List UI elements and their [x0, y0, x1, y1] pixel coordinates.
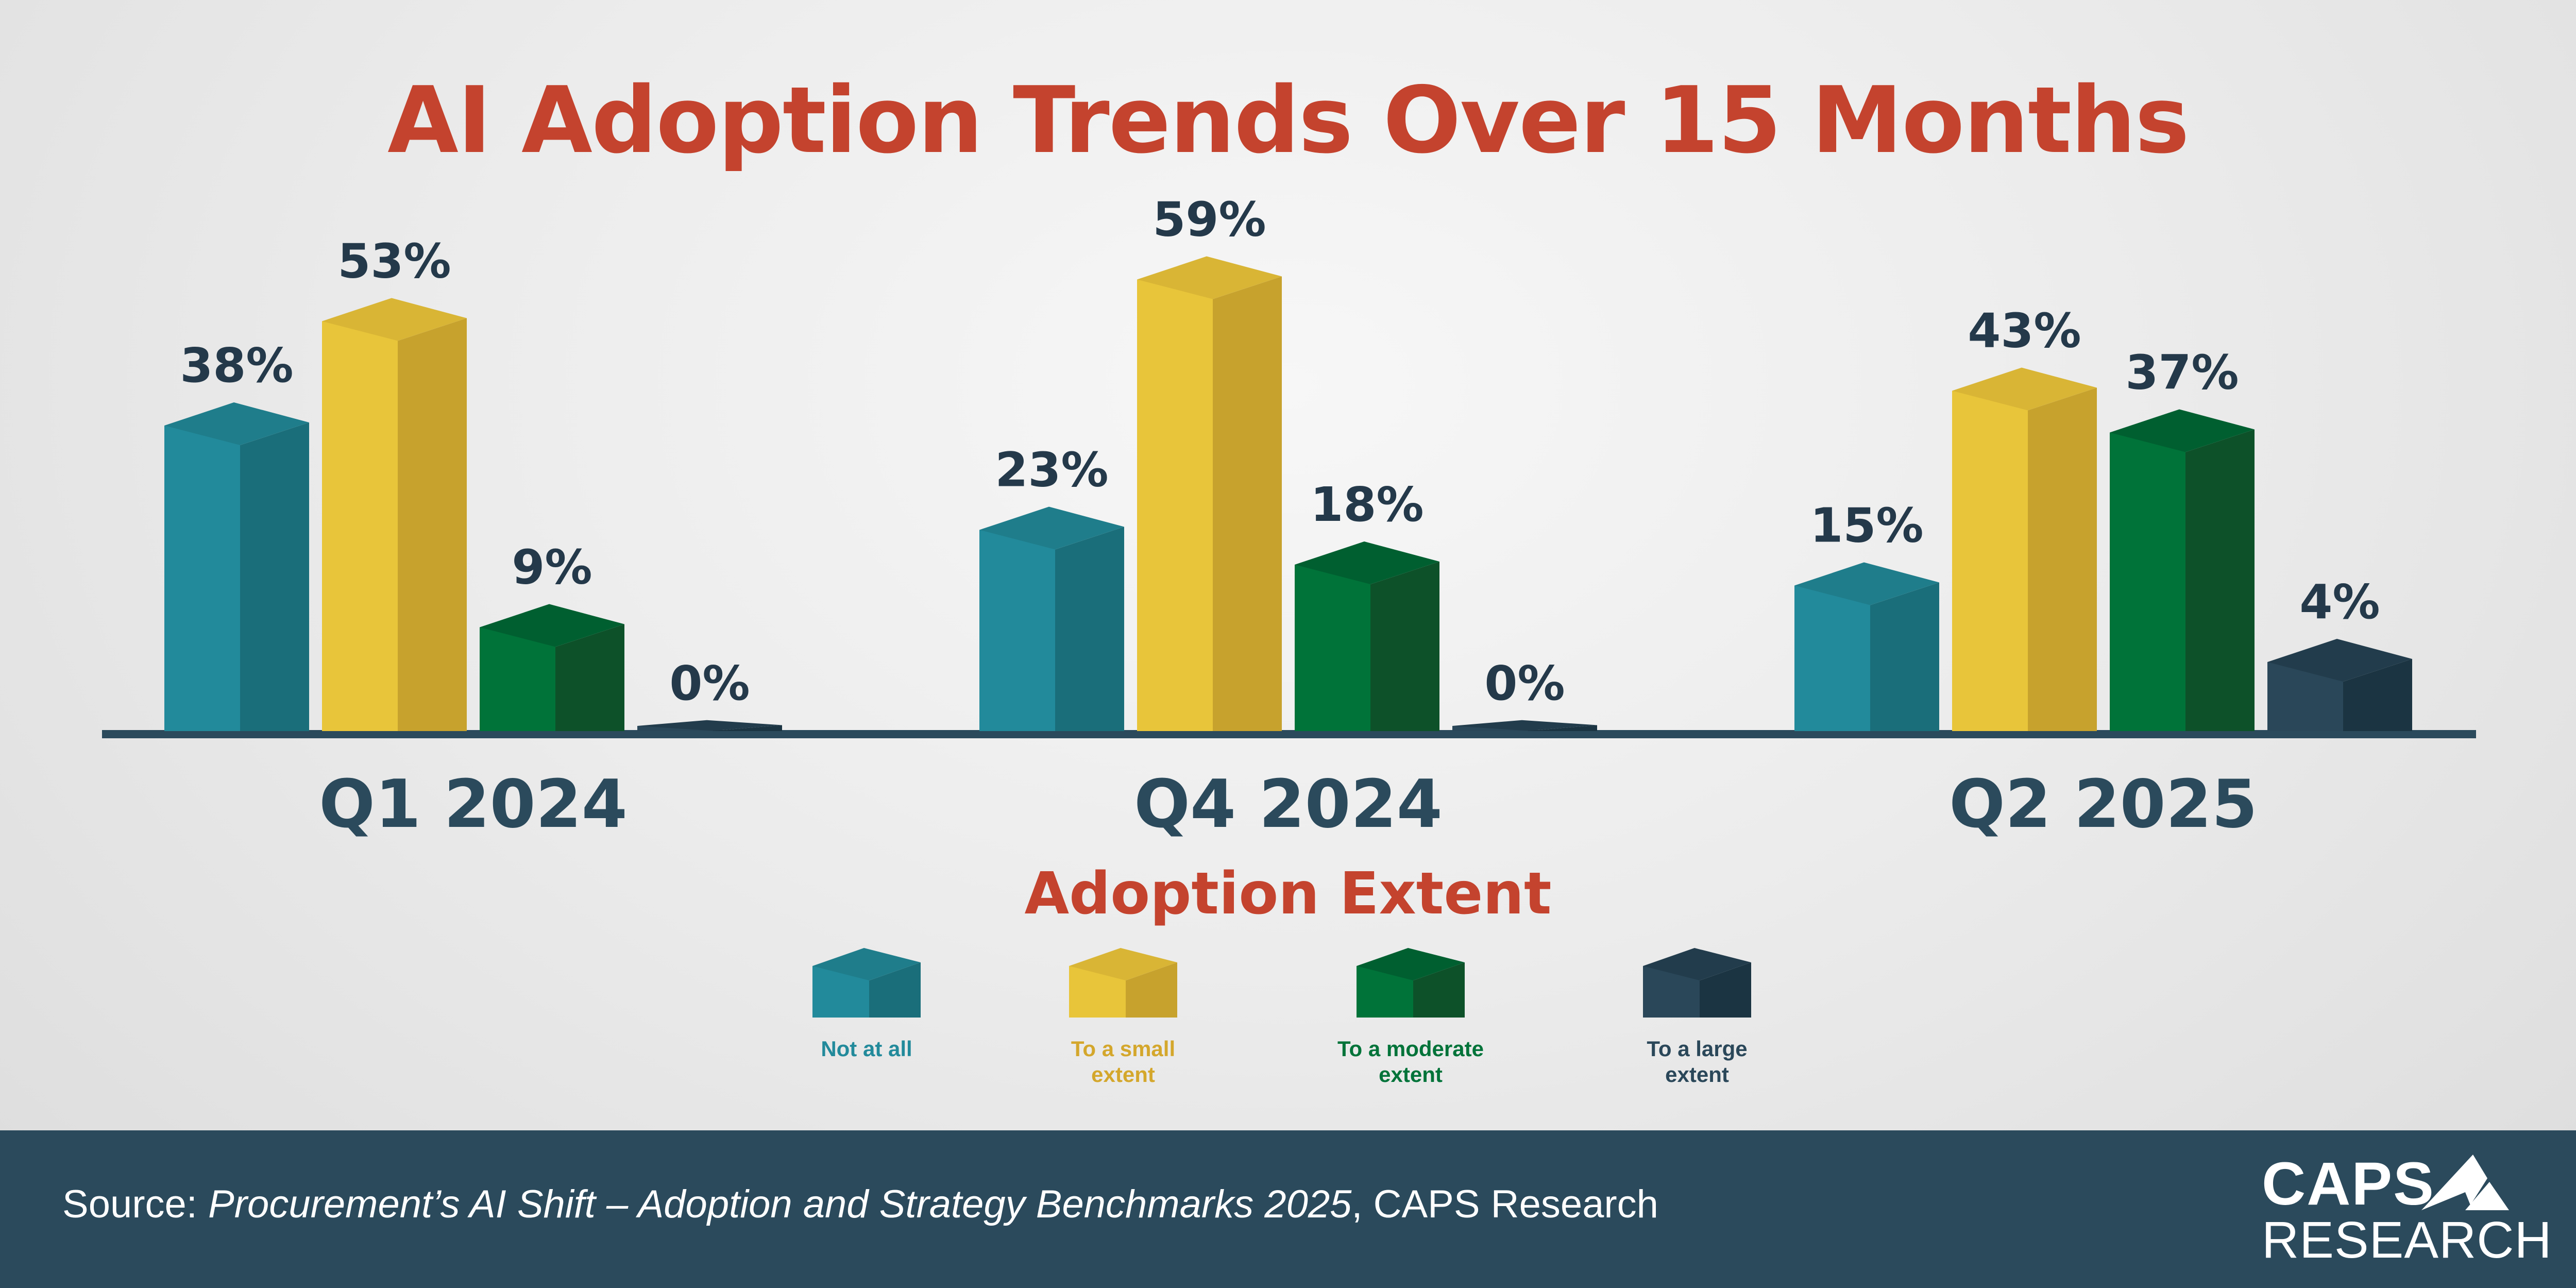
- bar-chart: 38% 53% 9% 0% Q1 2024 23% 59% 18% 0% Q4 2024 15% 43…: [102, 192, 2476, 843]
- bar-top: [979, 506, 1124, 550]
- data-label: 18%: [1310, 477, 1423, 532]
- bar-side: [2028, 387, 2097, 731]
- bar-side: [1370, 562, 1439, 731]
- bar-front: [164, 426, 240, 731]
- bar-top: [637, 720, 782, 731]
- bar-side: [713, 725, 782, 731]
- legend-label-line2: extent: [1091, 1062, 1155, 1087]
- legend-item: To a small extent: [1025, 948, 1221, 1088]
- legend-label-line2: extent: [1379, 1062, 1443, 1087]
- legend-swatch-icon: [812, 948, 921, 1018]
- source-title: Procurement’s AI Shift – Adoption and St…: [208, 1182, 1352, 1226]
- bar-top: [2267, 639, 2412, 682]
- data-label: 53%: [337, 234, 451, 289]
- legend-label-line1: To a large: [1647, 1037, 1748, 1061]
- bar-front: [637, 726, 713, 731]
- legend-label: To a small extent: [1025, 1036, 1221, 1088]
- bar-top: [164, 402, 309, 445]
- legend-label: To a large extent: [1599, 1036, 1795, 1088]
- bar-top: [322, 298, 467, 341]
- data-label: 43%: [1968, 303, 2081, 359]
- bar-side: [240, 422, 309, 731]
- bar-side: [2185, 429, 2255, 731]
- bar-front: [480, 627, 555, 731]
- data-label: 9%: [512, 540, 592, 595]
- bar-side: [1870, 582, 1939, 731]
- legend-label: Not at all: [769, 1036, 964, 1062]
- mountain-icon: [2421, 1155, 2509, 1210]
- category-label: Q1 2024: [319, 766, 628, 843]
- legend-label-line1: To a small: [1071, 1037, 1176, 1061]
- bar-top: [1794, 562, 1939, 605]
- bar-side: [398, 318, 467, 731]
- bar-top: [1137, 256, 1282, 299]
- category-label: Q4 2024: [1134, 766, 1443, 843]
- data-label: 0%: [1484, 656, 1565, 711]
- bar-front: [1452, 726, 1528, 731]
- bar-top: [2110, 409, 2255, 452]
- bar-top: [480, 604, 624, 647]
- data-label: 23%: [995, 443, 1108, 498]
- legend-swatch-icon: [1643, 948, 1751, 1018]
- bar-front: [1952, 391, 2028, 731]
- source-suffix: , CAPS Research: [1351, 1182, 1658, 1226]
- data-label: 0%: [669, 656, 750, 711]
- legend-label-line1: Not at all: [821, 1037, 912, 1061]
- legend-swatch-icon: [1069, 948, 1177, 1018]
- bar-top: [1452, 720, 1597, 731]
- bar-top: [1295, 541, 1439, 584]
- bar-side: [2343, 659, 2412, 731]
- source-prefix: Source:: [62, 1182, 209, 1226]
- data-label: 4%: [2299, 574, 2380, 630]
- legend-item: To a moderate extent: [1313, 948, 1509, 1088]
- bar-side: [1528, 725, 1597, 731]
- legend-swatch-icon: [1357, 948, 1465, 1018]
- data-label: 59%: [1153, 192, 1266, 247]
- bar-side: [555, 624, 624, 731]
- data-label: 37%: [2125, 345, 2239, 400]
- category-label: Q2 2025: [1949, 766, 2258, 843]
- footer: Source: Procurement’s AI Shift – Adoptio…: [0, 1130, 2576, 1288]
- legend-item: Not at all: [769, 948, 964, 1062]
- bar-front: [322, 321, 398, 731]
- legend-label-line1: To a moderate: [1337, 1037, 1484, 1061]
- legend-label-line2: extent: [1665, 1062, 1729, 1087]
- bar-front: [1295, 565, 1370, 731]
- bar-front: [1137, 279, 1213, 731]
- caps-research-logo: CAPS RESEARCH: [2262, 1150, 2552, 1272]
- bar-front: [979, 530, 1055, 731]
- bar-side: [1055, 527, 1124, 731]
- chart-title: AI Adoption Trends Over 15 Months: [387, 67, 2190, 174]
- bar-front: [2110, 432, 2185, 731]
- legend-label: To a moderate extent: [1313, 1036, 1509, 1088]
- logo-research: RESEARCH: [2262, 1211, 2552, 1269]
- data-label: 38%: [180, 338, 293, 393]
- legend-title: Adoption Extent: [1024, 860, 1552, 927]
- bar-top: [1952, 367, 2097, 411]
- bar-front: [1794, 585, 1870, 731]
- data-label: 15%: [1810, 498, 1923, 553]
- baseline: [102, 730, 2476, 738]
- legend-item: To a large extent: [1599, 948, 1795, 1088]
- source-text: Source: Procurement’s AI Shift – Adoptio…: [62, 1182, 1658, 1227]
- logo-caps: CAPS: [2262, 1150, 2435, 1218]
- bar-side: [1213, 276, 1282, 731]
